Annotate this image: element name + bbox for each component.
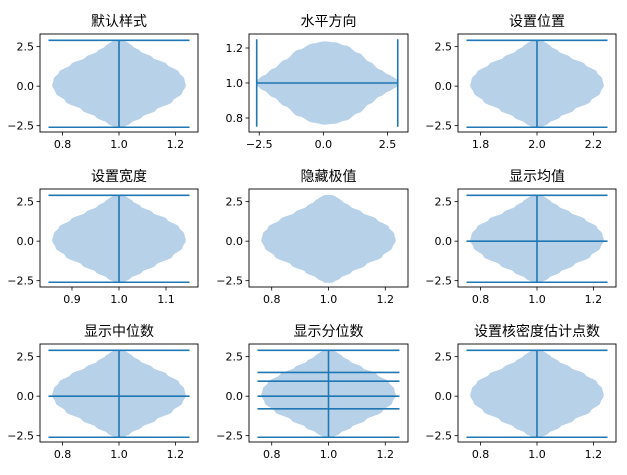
y-tick-label: 1.2 bbox=[226, 42, 244, 55]
x-tick-label: 1.2 bbox=[167, 448, 185, 461]
subplot-4: 0.9 1.0 1.1 −2.5 0.0 2.5 设置宽度 bbox=[7, 168, 199, 306]
subplot-5: 0.8 1.0 1.2 −2.5 0.0 2.5 隐藏极值 bbox=[216, 169, 409, 306]
y-tick-label: −2.5 bbox=[425, 120, 452, 133]
y-tick-label: 2.5 bbox=[435, 41, 453, 54]
y-tick-label: −2.5 bbox=[216, 275, 243, 288]
x-tick-label: 0.8 bbox=[472, 448, 490, 461]
subplot-3: 1.8 2.0 2.2 −2.5 0.0 2.5 设置位置 bbox=[425, 14, 617, 151]
y-tick-label: 2.5 bbox=[17, 196, 35, 209]
x-tick-label: 1.2 bbox=[585, 293, 603, 306]
x-tick-label: 1.2 bbox=[377, 448, 395, 461]
subplot-title: 显示中位数 bbox=[84, 324, 154, 340]
subplot-title: 设置宽度 bbox=[91, 168, 147, 185]
x-tick-label: 0.9 bbox=[63, 293, 81, 306]
x-tick-label: 1.1 bbox=[157, 293, 175, 306]
x-tick-label: 2.5 bbox=[379, 138, 397, 151]
subplot-title: 设置位置 bbox=[509, 14, 565, 30]
subplot-7: 0.8 1.0 1.2 −2.5 0.0 2.5 显示中位数 bbox=[7, 324, 199, 461]
y-tick-label: −2.5 bbox=[425, 430, 452, 443]
x-tick-label: 0.8 bbox=[54, 138, 72, 151]
y-tick-label: 2.5 bbox=[226, 351, 244, 364]
x-tick-label: 0.8 bbox=[54, 448, 72, 461]
subplot-title: 设置核密度估计点数 bbox=[474, 323, 600, 340]
y-tick-label: 2.5 bbox=[435, 196, 453, 209]
subplot-1: 0.8 1.0 1.2 −2.5 0.0 2.5 默认样式 bbox=[7, 14, 199, 151]
y-tick-label: 0.0 bbox=[17, 235, 35, 248]
x-tick-label: 0.8 bbox=[472, 293, 490, 306]
subplot-9: 0.8 1.0 1.2 −2.5 0.0 2.5 设置核密度估计点数 bbox=[425, 323, 617, 461]
y-tick-label: 2.5 bbox=[17, 351, 35, 364]
y-tick-label: −2.5 bbox=[7, 275, 34, 288]
subplot-2: −2.5 0.0 2.5 0.8 1.0 1.2 水平方向 bbox=[226, 14, 409, 151]
y-tick-label: 0.0 bbox=[17, 390, 35, 403]
x-tick-label: 0.0 bbox=[315, 138, 333, 151]
y-tick-label: 2.5 bbox=[226, 196, 244, 209]
x-tick-label: 0.8 bbox=[263, 293, 281, 306]
y-tick-label: 0.0 bbox=[435, 235, 453, 248]
subplot-6: 0.8 1.0 1.2 −2.5 0.0 2.5 显示均值 bbox=[425, 169, 617, 306]
x-tick-label: 2.2 bbox=[585, 138, 603, 151]
x-tick-label: −2.5 bbox=[246, 138, 273, 151]
x-tick-label: 1.0 bbox=[528, 448, 546, 461]
x-tick-label: 1.0 bbox=[110, 448, 128, 461]
subplot-title: 显示均值 bbox=[509, 169, 565, 185]
y-tick-label: 0.0 bbox=[435, 390, 453, 403]
x-tick-label: 1.0 bbox=[110, 293, 128, 306]
y-tick-label: −2.5 bbox=[216, 430, 243, 443]
subplot-title: 显示分位数 bbox=[294, 324, 364, 340]
x-tick-label: 0.8 bbox=[263, 448, 281, 461]
y-tick-label: −2.5 bbox=[7, 430, 34, 443]
x-tick-label: 2.0 bbox=[528, 138, 546, 151]
y-tick-label: 2.5 bbox=[435, 351, 453, 364]
x-tick-label: 1.8 bbox=[472, 138, 490, 151]
y-tick-label: −2.5 bbox=[7, 120, 34, 133]
violin-body bbox=[261, 194, 396, 283]
y-tick-label: 1.0 bbox=[226, 77, 244, 90]
subplot-title: 水平方向 bbox=[301, 14, 357, 30]
x-tick-label: 1.0 bbox=[320, 448, 338, 461]
y-tick-label: 0.8 bbox=[226, 112, 244, 125]
subplot-title: 默认样式 bbox=[91, 14, 147, 30]
subplot-8: 0.8 1.0 1.2 −2.5 0.0 2.5 显示分位数 bbox=[216, 324, 409, 461]
y-tick-label: 0.0 bbox=[226, 235, 244, 248]
y-tick-label: 0.0 bbox=[17, 80, 35, 93]
y-tick-label: 2.5 bbox=[17, 41, 35, 54]
y-tick-label: 0.0 bbox=[226, 390, 244, 403]
y-tick-label: 0.0 bbox=[435, 80, 453, 93]
subplot-title: 隐藏极值 bbox=[301, 169, 357, 185]
x-tick-label: 1.2 bbox=[585, 448, 603, 461]
x-tick-label: 1.0 bbox=[320, 293, 338, 306]
x-tick-label: 1.0 bbox=[528, 293, 546, 306]
x-tick-label: 1.0 bbox=[110, 138, 128, 151]
x-tick-label: 1.2 bbox=[377, 293, 395, 306]
y-tick-label: −2.5 bbox=[425, 275, 452, 288]
x-tick-label: 1.2 bbox=[167, 138, 185, 151]
